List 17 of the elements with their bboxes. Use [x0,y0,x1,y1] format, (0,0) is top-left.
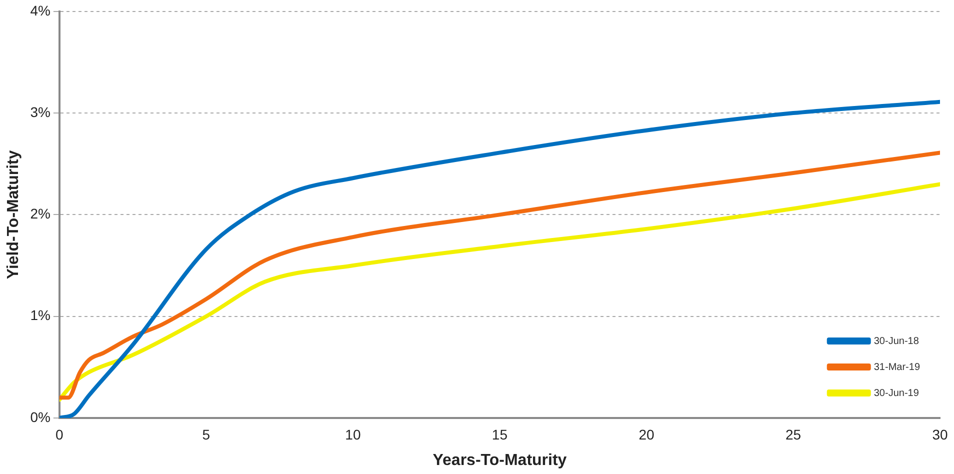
x-axis-title: Years-To-Maturity [432,452,567,469]
y-tick-label: 3% [30,104,50,120]
y-tick-label: 2% [30,206,50,222]
x-tick-label: 30 [932,426,948,442]
legend-label: 31-Mar-19 [874,362,920,373]
x-tick-label: 0 [56,426,64,442]
y-tick-label: 0% [30,408,50,425]
x-tick-label: 10 [345,426,361,442]
y-axis-title: Yield-To-Maturity [5,150,22,280]
x-tick-label: 25 [785,426,802,442]
legend-label: 30-Jun-19 [874,388,920,399]
x-tick-label: 15 [492,426,508,442]
x-tick-label: 5 [202,426,210,442]
x-tick-label: 20 [638,426,654,442]
legend-label: 30-Jun-18 [874,336,920,347]
y-tick-label: 4% [30,2,50,18]
y-tick-label: 1% [30,307,50,324]
